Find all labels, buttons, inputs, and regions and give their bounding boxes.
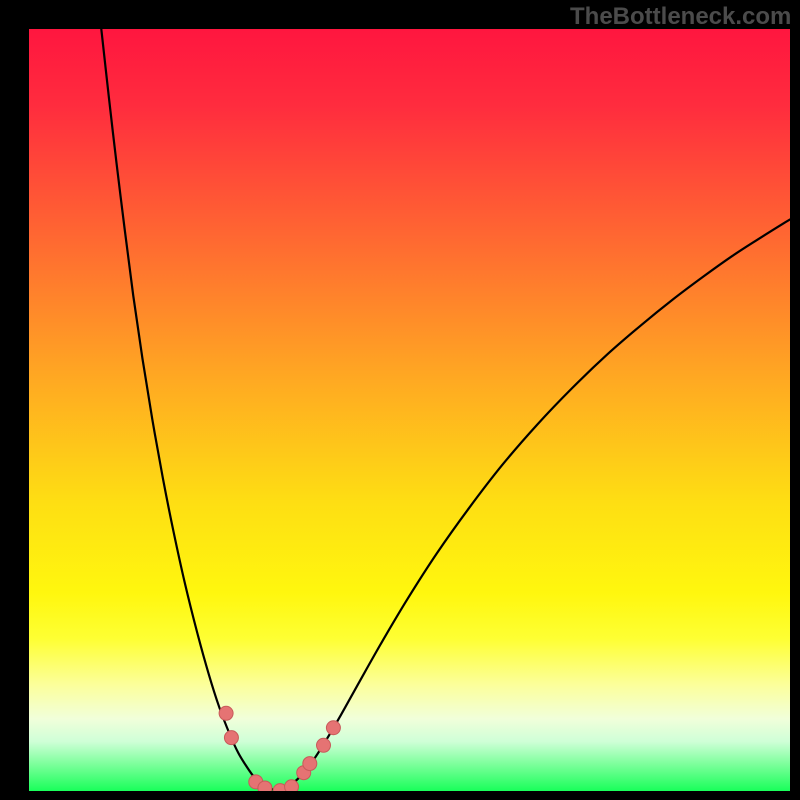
watermark-text: TheBottleneck.com [570, 3, 791, 31]
data-marker [326, 721, 340, 735]
data-marker [219, 706, 233, 720]
data-marker [224, 731, 238, 745]
data-marker [303, 757, 317, 771]
chart-svg [0, 0, 800, 800]
plot-background [29, 29, 790, 791]
data-marker [317, 738, 331, 752]
chart-frame [0, 0, 800, 800]
